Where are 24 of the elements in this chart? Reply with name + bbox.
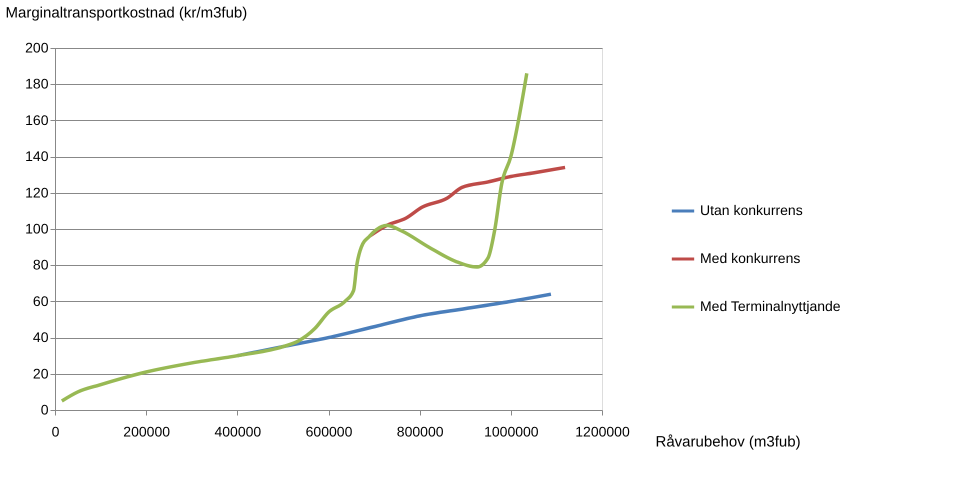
legend-label: Med Terminalnyttjande	[700, 298, 841, 314]
line-series	[60, 72, 529, 403]
y-tick-label: 80	[32, 256, 49, 273]
x-tick-label: 200000	[123, 424, 170, 440]
y-tick-label: 100	[25, 220, 49, 236]
x-tick-label: 1000000	[484, 424, 539, 440]
legend-label: Utan konkurrens	[700, 202, 803, 218]
y-tick-label: 60	[32, 292, 49, 309]
x-tick-label: 600000	[306, 424, 353, 440]
x-tick-label: 400000	[214, 424, 262, 440]
y-tick-label: 180	[25, 76, 49, 92]
legend-label: Med konkurrens	[700, 250, 800, 266]
x-axis-title: Råvarubehov (m3fub)	[656, 434, 801, 450]
y-tick-label: 160	[25, 112, 49, 128]
y-tick-label: 200	[25, 40, 49, 56]
x-tick-label: 0	[52, 424, 60, 440]
x-tick-label: 1200000	[575, 424, 630, 440]
y-tick-label: 0	[40, 402, 49, 418]
y-axis-title: Marginaltransportkostnad (kr/m3fub)	[6, 4, 248, 22]
x-tick-label: 800000	[396, 424, 444, 440]
y-tick-label: 40	[32, 329, 49, 346]
y-tick-label: 120	[25, 184, 49, 200]
y-tick-label: 140	[25, 148, 49, 164]
y-tick-label: 20	[32, 365, 49, 382]
